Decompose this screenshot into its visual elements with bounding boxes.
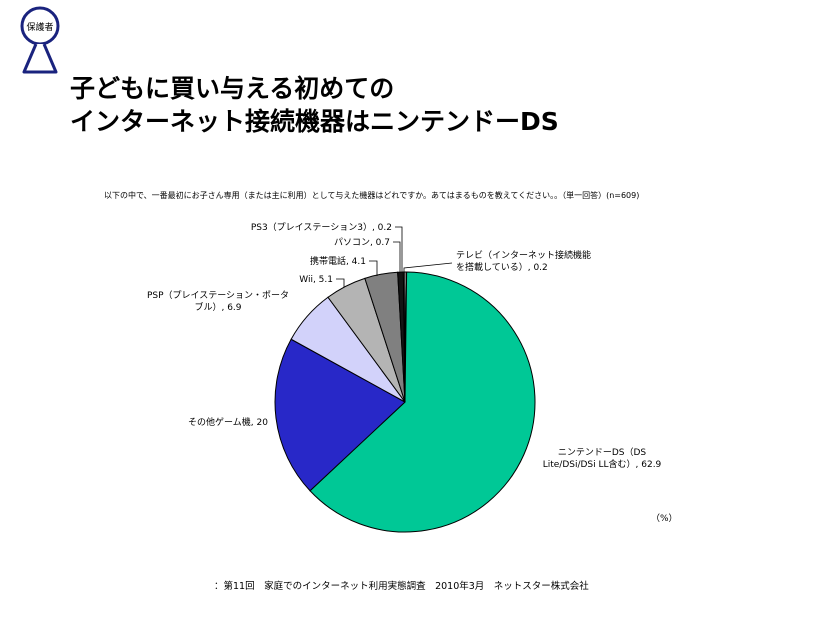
leader-line-7 (395, 226, 403, 272)
slice-label-4: Wii, 5.1 (299, 275, 333, 285)
page-title: 子どもに買い与える初めての インターネット接続機器はニンテンドーDS (70, 72, 559, 138)
leader-line-5 (369, 260, 378, 276)
title-line-2: インターネット接続機器はニンテンドーDS (70, 107, 559, 136)
unit-label: （%） (651, 514, 678, 524)
guardian-badge-icon: 保護者 (20, 6, 60, 74)
pie-slice-2 (274, 338, 406, 492)
slice-label-3: PSP（プレイステーション・ポータブル）, 6.9 (147, 290, 289, 313)
slice-label-5: 携帯電話, 4.1 (310, 255, 366, 267)
slice-label-6: パソコン, 0.7 (334, 237, 390, 248)
leader-line-4 (336, 278, 345, 287)
slice-label-7: PS3（プレイステーション3）, 0.2 (251, 222, 392, 233)
survey-question: 以下の中で、一番最初にお子さん専用（または主に利用）として与えた機器はどれですか… (104, 191, 640, 200)
title-line-1: 子どもに買い与える初めての (70, 74, 395, 103)
slice-label-2: その他ゲーム機, 20 (188, 416, 268, 428)
source-note: ：第11回 家庭でのインターネット利用実態調査 2010年3月 ネットスター株式… (214, 581, 589, 592)
badge-label: 保護者 (26, 21, 53, 33)
pie-slice-1 (309, 271, 536, 533)
pie-slice-7 (402, 271, 406, 403)
slice-label-1: ニンテンドーDS（DS Lite/DSi/DSi LL含む）, 62.9 (543, 447, 662, 470)
slice-label-0: テレビ（インターネット接続機能を搭載している）, 0.2 (456, 249, 591, 273)
leader-line-0 (403, 262, 453, 272)
leader-line-6 (393, 241, 401, 272)
